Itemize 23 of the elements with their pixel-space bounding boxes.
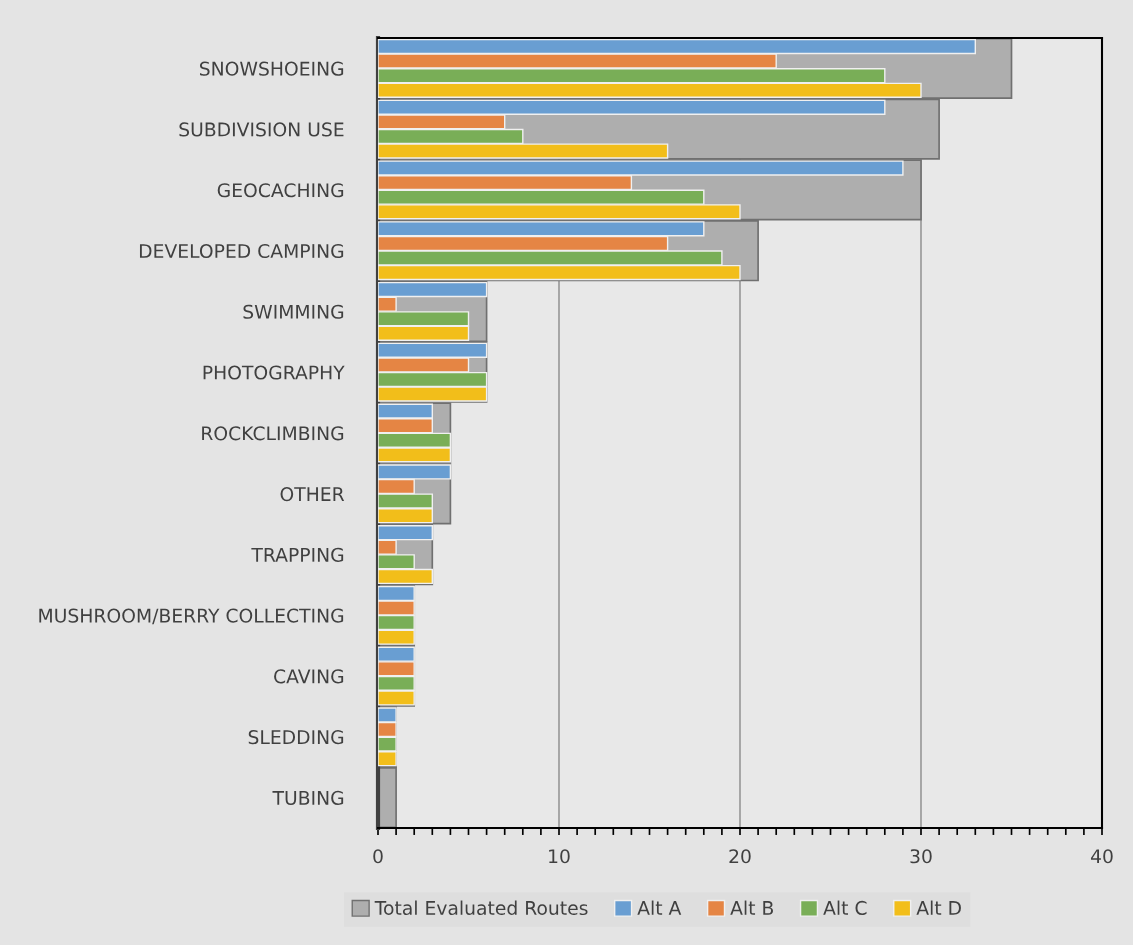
x-tick-label: 20 <box>729 849 751 864</box>
y-tick-label: PHOTOGRAPHY <box>203 365 345 380</box>
y-tick-label: OTHER <box>280 486 345 502</box>
x-tick-label: 10 <box>549 849 570 864</box>
x-tick-label: 30 <box>910 849 932 864</box>
y-tick-label: TUBING <box>272 790 344 806</box>
legend-label: Alt B <box>730 900 773 915</box>
y-tick-label: CAVING <box>274 669 344 684</box>
x-tick-label: 40 <box>1090 849 1113 864</box>
y-tick-label: SWIMMING <box>243 304 344 319</box>
y-tick-label: ROCKCLIMBING <box>202 426 344 441</box>
legend-label: Alt A <box>637 900 682 915</box>
legend-label: Alt C <box>823 900 867 916</box>
y-tick-label: DEVELOPED CAMPING <box>139 243 344 259</box>
legend-label: Alt D <box>916 900 961 915</box>
y-tick-label: SLEDDING <box>248 730 344 745</box>
y-tick-label: TRAPPING <box>251 547 344 562</box>
y-tick-label: GEOCACHING <box>217 183 344 198</box>
y-tick-label: MUSHROOM/BERRY COLLECTING <box>39 608 344 625</box>
y-tick-label: SUBDIVISION USE <box>179 122 344 137</box>
y-tick-label: SNOWSHOEING <box>199 61 344 76</box>
legend-label: Total Evaluated Routes <box>374 900 588 916</box>
x-tick-label: 0 <box>373 849 383 864</box>
